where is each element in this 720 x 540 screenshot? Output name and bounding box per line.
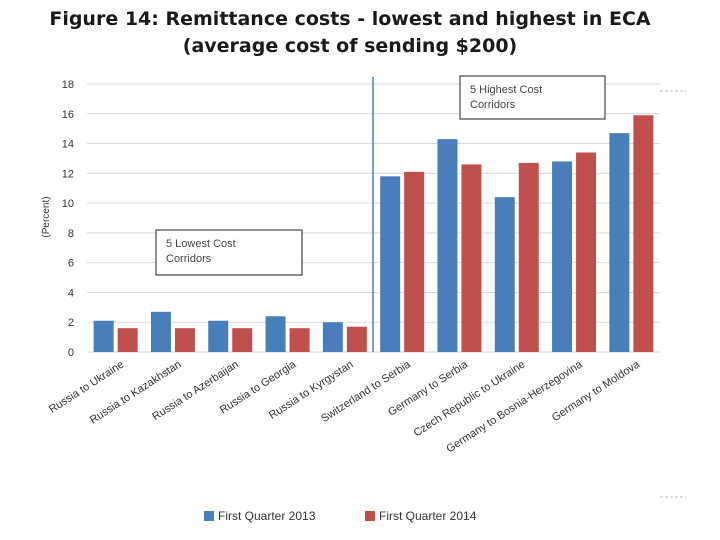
highest-cost-box-line1: 5 Highest Cost (470, 84, 542, 96)
bar-2014-3 (289, 328, 310, 352)
bar-2014-4 (346, 326, 367, 352)
lowest-cost-box-line2: Corridors (166, 253, 212, 265)
bar-2014-0 (117, 328, 138, 352)
bar-2013-1 (150, 311, 171, 352)
lowest-cost-box-line1: 5 Lowest Cost (166, 238, 236, 250)
bar-2014-2 (232, 328, 253, 352)
x-tick-label-1: Russia to Kazakhstan (88, 358, 184, 426)
legend-label-2014: First Quarter 2014 (379, 509, 477, 523)
highest-cost-box: 5 Highest Cost Corridors (459, 75, 606, 120)
bar-2014-7 (518, 162, 539, 352)
bar-2013-3 (265, 316, 286, 352)
legend-swatch-2013 (204, 511, 214, 521)
chart-title-block: Figure 14: Remittance costs - lowest and… (0, 6, 700, 60)
bar-2013-6 (437, 139, 458, 352)
bar-2013-9 (609, 133, 630, 352)
bar-2013-0 (93, 320, 114, 352)
legend: First Quarter 2013 First Quarter 2014 (204, 509, 477, 523)
y-tick-label-8: 8 (68, 228, 74, 240)
bar-2014-5 (404, 171, 425, 352)
y-tick-label-2: 2 (68, 317, 74, 329)
bar-2013-2 (208, 320, 229, 352)
bar-2013-7 (494, 197, 515, 352)
y-tick-label-4: 4 (68, 287, 74, 299)
chart-title: Figure 14: Remittance costs - lowest and… (49, 8, 651, 30)
y-tick-label-12: 12 (62, 168, 74, 180)
bar-2014-8 (576, 152, 597, 352)
chart-subtitle: (average cost of sending $200) (182, 35, 518, 57)
bar-2014-9 (633, 115, 654, 353)
lowest-cost-box-frame (155, 229, 303, 276)
bar-2014-1 (174, 328, 195, 352)
bars (93, 115, 654, 353)
highest-cost-box-line2: Corridors (470, 99, 516, 111)
y-tick-label-14: 14 (62, 139, 74, 151)
y-tick-label-6: 6 (68, 258, 74, 270)
bar-2013-8 (552, 161, 573, 352)
legend-label-2013: First Quarter 2013 (218, 509, 316, 523)
y-axis-label: (Percent) (41, 196, 52, 237)
bar-2013-5 (380, 176, 401, 352)
y-tick-label-10: 10 (62, 198, 74, 210)
y-tick-label-18: 18 (62, 79, 74, 91)
y-tick-label-16: 16 (62, 109, 74, 121)
bar-2013-4 (322, 322, 343, 352)
lowest-cost-box: 5 Lowest Cost Corridors (155, 229, 303, 276)
y-axis-ticks: 0 2 4 6 8 10 12 14 16 18 (62, 79, 74, 359)
y-tick-label-0: 0 (68, 347, 74, 359)
bar-2014-6 (461, 164, 482, 352)
highest-cost-box-frame (459, 75, 606, 120)
x-tick-label-7: Czech Republic to Ukraine (412, 358, 528, 439)
legend-swatch-2014 (365, 511, 375, 521)
